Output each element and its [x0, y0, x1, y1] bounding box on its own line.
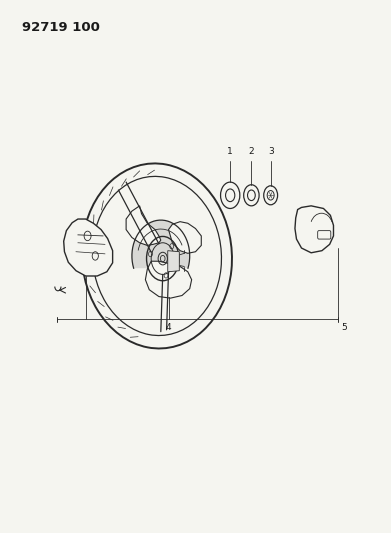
Polygon shape — [132, 220, 190, 268]
Polygon shape — [64, 219, 113, 276]
Text: 2: 2 — [249, 147, 254, 156]
Text: 1: 1 — [227, 147, 233, 156]
Polygon shape — [145, 261, 192, 298]
Text: 92719 100: 92719 100 — [22, 21, 100, 34]
Text: 3: 3 — [268, 147, 274, 156]
Text: 5: 5 — [341, 324, 347, 333]
Polygon shape — [295, 206, 334, 253]
Polygon shape — [126, 206, 161, 245]
Text: 4: 4 — [166, 324, 171, 333]
Polygon shape — [168, 251, 179, 272]
Polygon shape — [169, 222, 201, 253]
